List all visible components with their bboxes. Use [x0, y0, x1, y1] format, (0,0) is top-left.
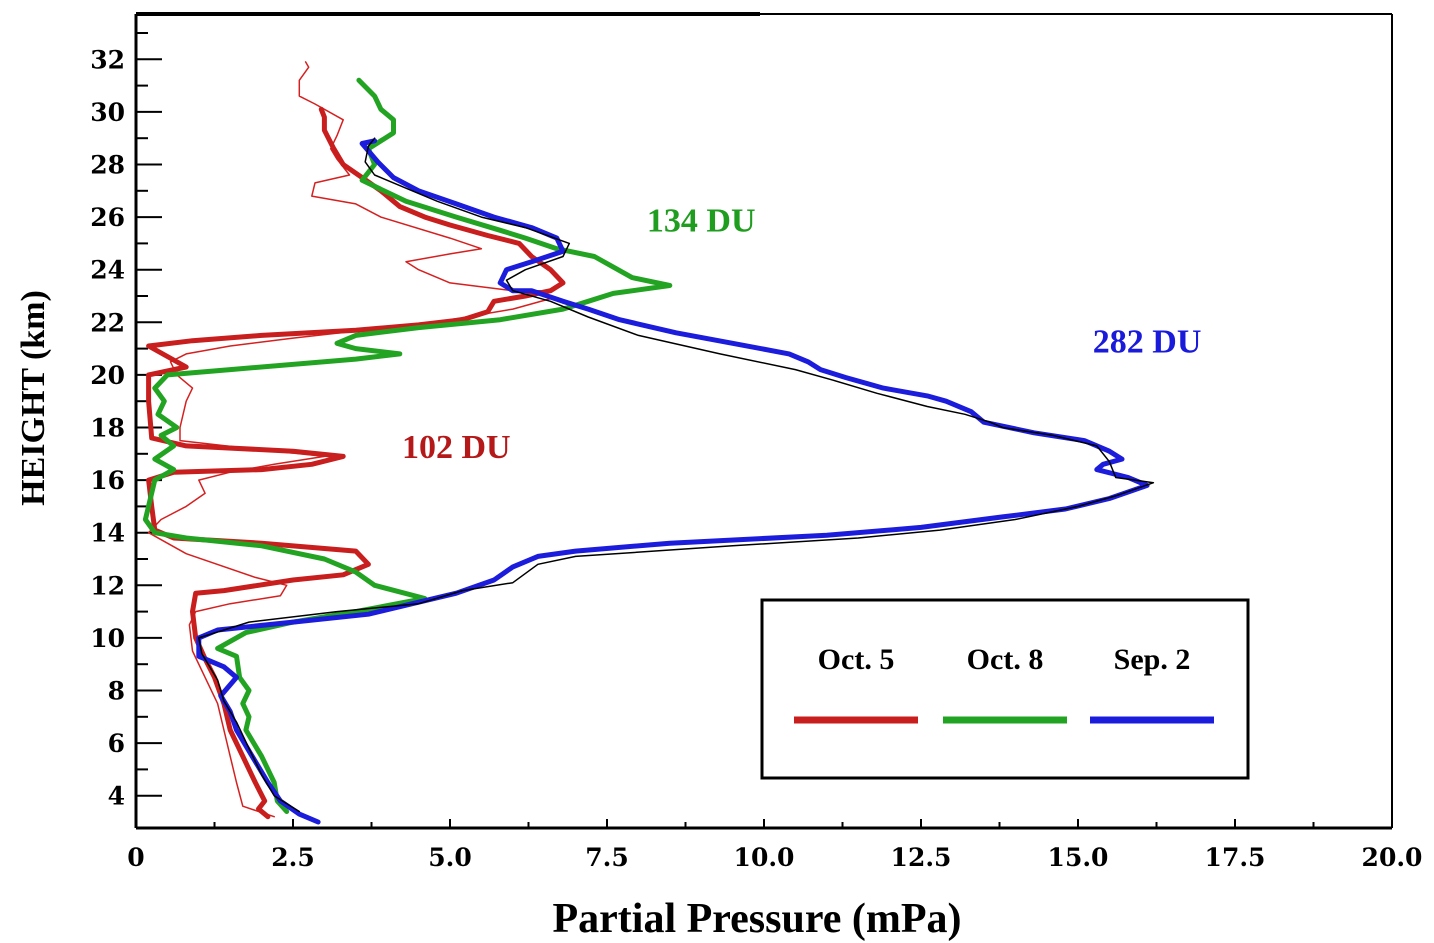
legend-label: Sep. 2	[1114, 643, 1191, 676]
legend-label: Oct. 8	[967, 643, 1044, 676]
series-line-oct-8	[142, 77, 673, 814]
y-tick-label: 24	[90, 256, 125, 285]
y-tick-label: 28	[90, 151, 125, 180]
series-line-oct-5	[146, 106, 566, 820]
annotation-label: 102 DU	[402, 429, 511, 466]
x-tick-label: 10.0	[734, 843, 795, 872]
legend-box	[760, 598, 1250, 780]
y-tick-label: 18	[90, 414, 125, 443]
x-tick-label: 12.5	[891, 843, 952, 872]
x-tick-label: 17.5	[1205, 843, 1266, 872]
x-tick-label: 2.5	[271, 843, 315, 872]
y-tick-label: 20	[90, 361, 125, 390]
x-axis-ticks: 0 2.5 5.0 7.5 10.0 12.5 15.0 17.5 20.0	[127, 819, 1422, 872]
y-tick-label: 10	[90, 624, 125, 653]
series-line-sep-2	[196, 138, 1150, 825]
series-layer	[142, 61, 1155, 825]
annotation-layer: 134 DU 282 DU 102 DU	[402, 203, 1201, 466]
annotation-label: 134 DU	[647, 203, 756, 240]
y-tick-label: 22	[90, 308, 125, 337]
y-tick-label: 30	[90, 98, 125, 127]
x-tick-label: 5.0	[428, 843, 472, 872]
x-axis-title: Partial Pressure (mPa)	[553, 896, 962, 942]
y-tick-label: 6	[108, 729, 125, 758]
y-tick-label: 8	[108, 677, 125, 706]
legend: Oct. 5 Oct. 8 Sep. 2	[760, 598, 1250, 780]
series-line-oct-5-thin	[147, 61, 552, 818]
y-tick-label: 26	[90, 203, 125, 232]
annotation-label: 282 DU	[1093, 324, 1202, 361]
y-tick-label: 14	[90, 519, 125, 548]
legend-label: Oct. 5	[818, 643, 895, 676]
y-tick-label: 32	[90, 45, 125, 74]
y-axis-title: HEIGHT (km)	[15, 290, 52, 506]
x-tick-label: 20.0	[1362, 843, 1423, 872]
x-tick-label: 15.0	[1048, 843, 1109, 872]
y-tick-label: 4	[108, 782, 125, 811]
x-tick-label: 7.5	[585, 843, 629, 872]
y-tick-label: 12	[90, 571, 125, 600]
x-tick-label: 0	[127, 843, 144, 872]
series-line-sep-2-thin	[198, 137, 1155, 813]
y-tick-label: 16	[90, 466, 125, 495]
